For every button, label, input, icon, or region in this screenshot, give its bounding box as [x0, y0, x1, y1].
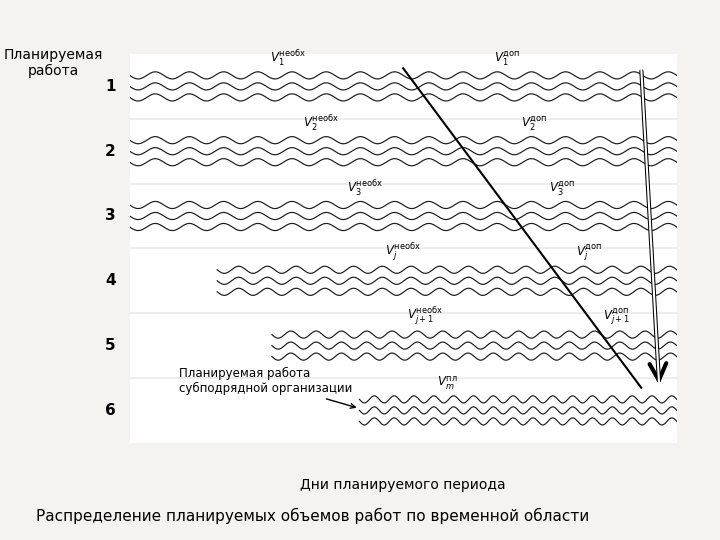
Bar	[403, 448, 424, 464]
Text: $V_1^{\mathrm{необх}}$: $V_1^{\mathrm{необх}}$	[270, 48, 306, 68]
Bar	[277, 448, 298, 464]
Text: $V_3^{\mathrm{доп}}$: $V_3^{\mathrm{доп}}$	[549, 180, 575, 198]
Text: Распределение планируемых объемов работ по временной области: Распределение планируемых объемов работ …	[36, 508, 589, 524]
Text: $V_2^{\mathrm{доп}}$: $V_2^{\mathrm{доп}}$	[521, 115, 548, 133]
Bar	[171, 448, 193, 464]
Bar	[235, 448, 256, 464]
Bar	[487, 448, 508, 464]
Bar	[613, 448, 635, 464]
Bar	[256, 448, 277, 464]
Bar	[150, 448, 171, 464]
Bar	[130, 448, 150, 464]
Text: $V_m^{\mathrm{пл}}$: $V_m^{\mathrm{пл}}$	[436, 375, 457, 392]
Bar	[361, 448, 382, 464]
Text: 5: 5	[105, 338, 116, 353]
Text: 3: 3	[105, 208, 116, 224]
Text: $V_1^{\mathrm{доп}}$: $V_1^{\mathrm{доп}}$	[494, 50, 521, 68]
Text: 6: 6	[105, 403, 116, 418]
Text: 2: 2	[105, 144, 116, 159]
Bar	[529, 448, 551, 464]
Bar	[298, 448, 319, 464]
Bar	[193, 448, 214, 464]
Bar	[214, 448, 235, 464]
Bar	[572, 448, 593, 464]
Text: $V_{j+1}^{\mathrm{необх}}$: $V_{j+1}^{\mathrm{необх}}$	[407, 306, 443, 327]
Text: $V_j^{\mathrm{необх}}$: $V_j^{\mathrm{необх}}$	[385, 241, 421, 262]
Bar	[635, 448, 656, 464]
Bar	[445, 448, 467, 464]
Bar	[319, 448, 340, 464]
Bar	[424, 448, 445, 464]
Text: 1: 1	[105, 79, 116, 94]
Text: Дни планируемого периода: Дни планируемого периода	[300, 478, 506, 492]
Text: Планируемая работа
субподрядной организации: Планируемая работа субподрядной организа…	[179, 367, 355, 408]
Bar	[508, 448, 529, 464]
Text: $V_j^{\mathrm{доп}}$: $V_j^{\mathrm{доп}}$	[576, 242, 603, 262]
Bar	[467, 448, 487, 464]
Bar	[593, 448, 613, 464]
Text: Планируемая
работа: Планируемая работа	[4, 48, 103, 78]
Bar	[382, 448, 403, 464]
Bar	[551, 448, 572, 464]
Text: $V_3^{\mathrm{необх}}$: $V_3^{\mathrm{необх}}$	[347, 178, 383, 198]
Bar	[340, 448, 361, 464]
Bar	[656, 448, 677, 464]
Text: 4: 4	[105, 273, 116, 288]
Text: $V_2^{\mathrm{необх}}$: $V_2^{\mathrm{необх}}$	[303, 113, 339, 133]
Text: $V_{j+1}^{\mathrm{доп}}$: $V_{j+1}^{\mathrm{доп}}$	[603, 307, 630, 327]
